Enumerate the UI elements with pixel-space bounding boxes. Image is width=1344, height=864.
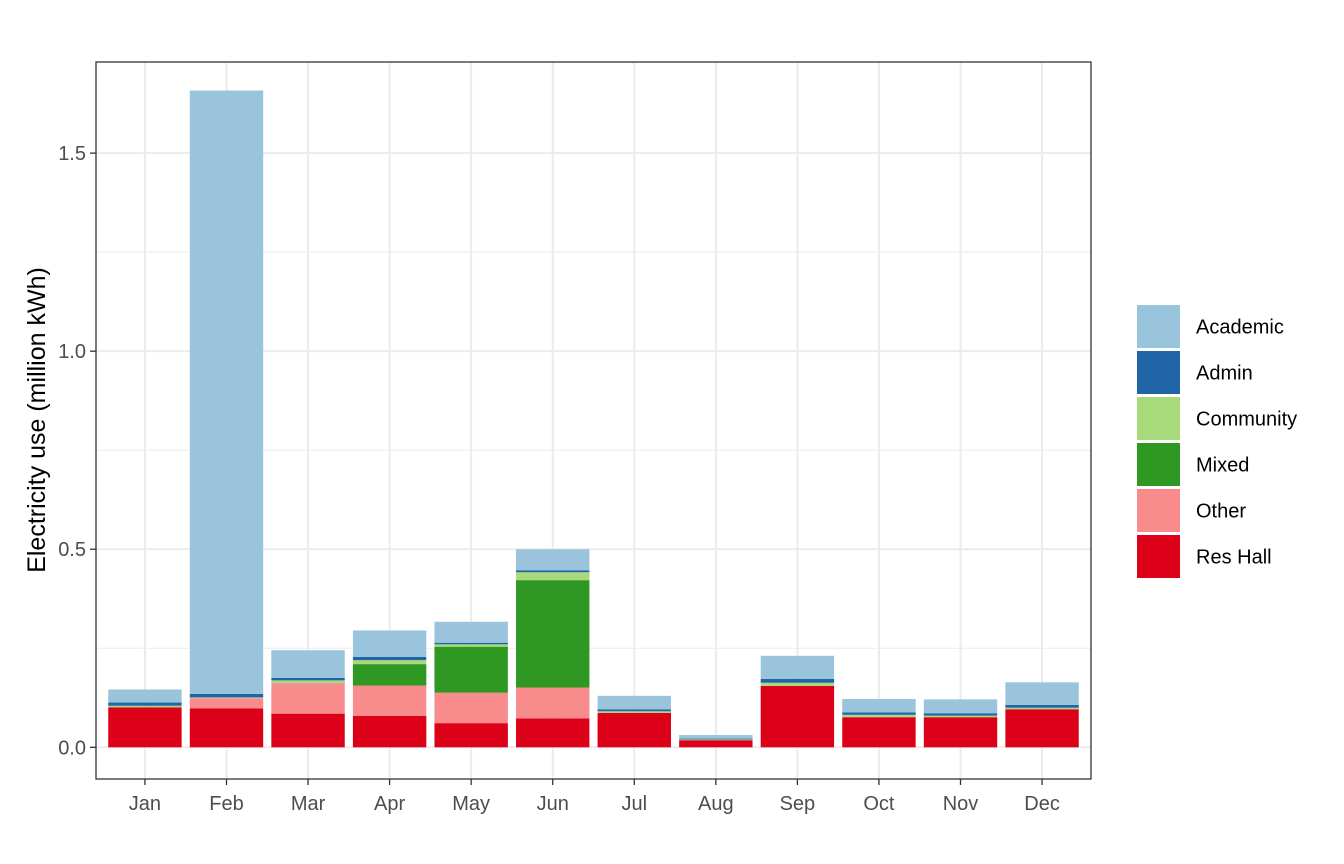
x-axis: Jan Feb Mar Apr May Jun Jul Aug Sep Oct Nov Dec: [129, 779, 1060, 815]
bar-segment: [842, 714, 916, 718]
bar-segment: [271, 713, 345, 748]
legend-label: Other: [1196, 501, 1246, 523]
legend-label: Res Hall: [1196, 547, 1272, 569]
y-tick-label: 1.5: [58, 143, 86, 165]
bar-segment: [760, 655, 835, 679]
bar-segment: [271, 680, 345, 684]
legend-key: [1137, 489, 1180, 532]
bar-segment: [271, 677, 345, 681]
bar-segment: [434, 692, 508, 724]
plot-border: [95, 61, 1092, 780]
bars: [108, 90, 1079, 748]
bar-segment: [597, 712, 671, 748]
bar-segment: [271, 683, 345, 714]
x-tick-label: Mar: [291, 793, 326, 815]
bar-segment: [434, 644, 508, 647]
x-tick-label: Jan: [129, 793, 161, 815]
legend-key: [1137, 535, 1180, 578]
bar-segment: [108, 705, 182, 708]
bar-segment: [1005, 707, 1079, 710]
legend-label: Mixed: [1196, 455, 1249, 477]
bar-segment: [516, 687, 590, 719]
bar-segment: [189, 693, 264, 698]
x-tick-label: May: [452, 793, 490, 815]
legend-key: [1137, 397, 1180, 440]
bar-segment: [597, 695, 671, 710]
bar-segment: [516, 580, 590, 688]
bar-segment: [679, 738, 753, 740]
y-tick-label: 0.0: [58, 737, 86, 759]
legend-key: [1137, 351, 1180, 394]
bar-segment: [760, 678, 835, 683]
bar-segment: [923, 715, 998, 718]
bar-segment: [352, 660, 427, 665]
bar-segment: [352, 664, 427, 686]
bar-segment: [1005, 704, 1079, 708]
bar-segment: [352, 630, 427, 657]
legend-label: Academic: [1196, 317, 1284, 339]
bar-segment: [189, 697, 264, 699]
y-axis-title: Electricity use (million kWh): [23, 267, 51, 573]
x-tick-label: Apr: [374, 793, 405, 815]
bar-segment: [923, 699, 998, 714]
x-tick-label: Jun: [537, 793, 569, 815]
bar-segment: [760, 685, 835, 748]
legend-key: [1137, 305, 1180, 348]
bar-segment: [923, 717, 998, 748]
bar-segment: [516, 570, 590, 573]
bar-segment: [352, 685, 427, 717]
bar-segment: [679, 735, 753, 739]
bar-segment: [516, 549, 590, 571]
bar-segment: [516, 572, 590, 581]
bar-segment: [189, 698, 264, 709]
bar-segment: [108, 702, 182, 706]
bar-segment: [434, 723, 508, 748]
legend-label: Community: [1196, 409, 1297, 431]
y-tick-label: 1.0: [58, 341, 86, 363]
bar-segment: [1005, 709, 1079, 748]
bar-segment: [352, 716, 427, 748]
bar-segment: [679, 740, 753, 748]
bar-segment: [271, 650, 345, 678]
bar-segment: [597, 709, 671, 712]
x-tick-label: Feb: [209, 793, 243, 815]
bar-segment: [597, 711, 671, 713]
bar-segment: [923, 713, 998, 716]
legend: Academic Admin Community Mixed Other Res Hall: [1137, 305, 1297, 578]
bar-segment: [189, 90, 264, 694]
bar-segment: [189, 708, 264, 748]
bar-segment: [760, 682, 835, 686]
bar-segment: [842, 717, 916, 748]
bar-segment: [108, 689, 182, 703]
bar-segment: [108, 707, 182, 748]
legend-label: Admin: [1196, 363, 1253, 385]
legend-key: [1137, 443, 1180, 486]
y-tick-label: 0.5: [58, 539, 86, 561]
x-tick-label: Oct: [863, 793, 895, 815]
bar-segment: [842, 712, 916, 715]
x-tick-label: Aug: [698, 793, 734, 815]
bar-segment: [352, 656, 427, 661]
bar-segment: [1005, 682, 1079, 705]
x-tick-label: Nov: [943, 793, 979, 815]
bar-segment: [434, 621, 508, 643]
bar-segment: [516, 718, 590, 748]
bar-segment: [434, 642, 508, 645]
bar-segment: [679, 739, 753, 741]
x-tick-label: Dec: [1024, 793, 1060, 815]
bar-segment: [842, 698, 916, 713]
x-tick-label: Jul: [621, 793, 647, 815]
x-tick-label: Sep: [780, 793, 816, 815]
y-axis: 0.0 0.5 1.0 1.5: [58, 143, 96, 759]
bar-segment: [434, 646, 508, 693]
